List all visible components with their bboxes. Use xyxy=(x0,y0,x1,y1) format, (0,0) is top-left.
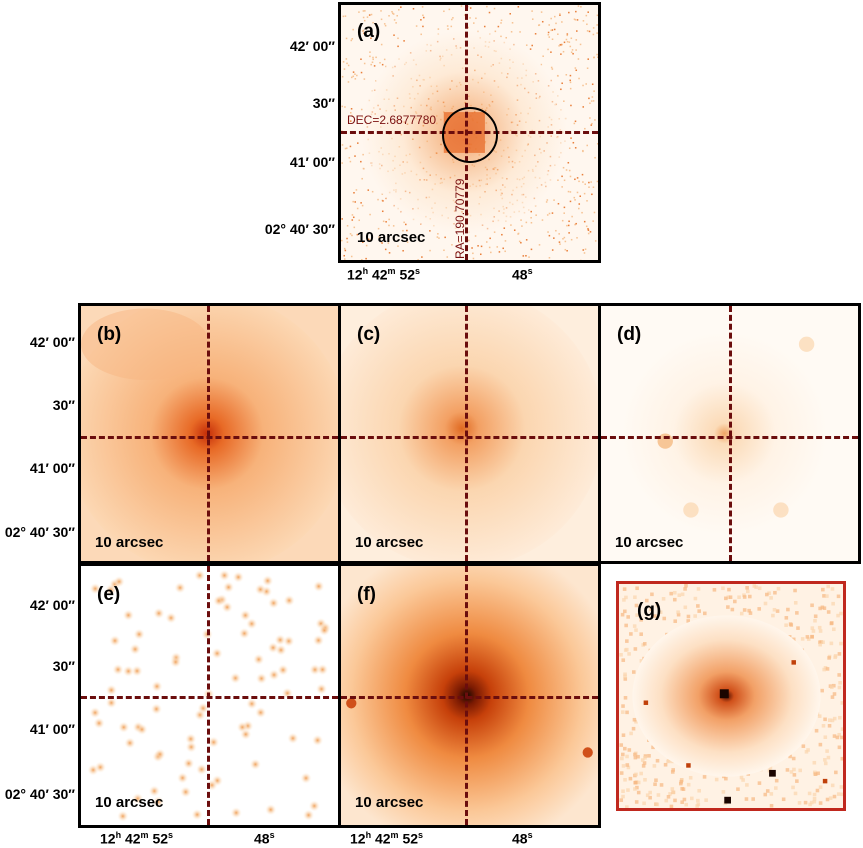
panel-d-crosshair-vertical xyxy=(729,306,732,561)
panel-f-scalebar-text: 10 arcsec xyxy=(355,794,424,811)
panel-e-crosshair-vertical xyxy=(207,566,210,825)
panel-c-crosshair-horizontal xyxy=(341,436,598,439)
panel-b: (b) 10 arcsec xyxy=(78,303,341,564)
b-ytick-2: 30″ xyxy=(52,397,75,413)
b-ytick-1: 42′ 00″ xyxy=(29,334,75,350)
f-xtick-left: 12h 42m 52s xyxy=(350,830,424,847)
panel-f-crosshair-vertical xyxy=(465,566,468,825)
panel-f-image xyxy=(341,566,598,825)
e-ytick-1: 42′ 00″ xyxy=(29,597,75,613)
e-ytick-3: 41′ 00″ xyxy=(29,721,75,737)
panel-c-scalebar-text: 10 arcsec xyxy=(355,534,424,551)
e-xtick-left: 12h 42m 52s xyxy=(100,830,174,847)
panel-f-crosshair-horizontal xyxy=(341,696,598,699)
panel-d: (d) 10 arcsec xyxy=(598,303,861,564)
e-ytick-2: 30″ xyxy=(52,658,75,674)
panel-e-scalebar: 10 arcsec xyxy=(95,794,163,811)
panel-a-scalebar-text: 10 arcsec xyxy=(357,229,426,246)
panel-e: (e) 10 arcsec xyxy=(78,563,341,828)
panel-a-aperture-circle xyxy=(442,107,498,163)
panel-c-scalebar: 10 arcsec xyxy=(355,534,423,551)
panel-b-scalebar: 10 arcsec xyxy=(95,534,163,551)
panel-g-label: (g) xyxy=(637,600,662,621)
a-xtick-left: 12h 42m 52s xyxy=(347,266,421,283)
panel-c-image xyxy=(341,306,598,561)
panel-f-label: (f) xyxy=(357,584,376,605)
panel-b-label: (b) xyxy=(97,324,122,345)
panel-d-scalebar: 10 arcsec xyxy=(615,534,683,551)
b-ytick-3: 41′ 00″ xyxy=(29,460,75,476)
panel-a-scalebar: 10 arcsec xyxy=(357,229,425,246)
panel-d-label: (d) xyxy=(617,324,642,345)
panel-g-image xyxy=(619,584,843,808)
e-ytick-4: 02° 40′ 30″ xyxy=(4,786,75,802)
a-xtick-right: 48s xyxy=(512,266,533,283)
panel-g: (g) xyxy=(616,581,846,811)
b-ytick-4: 02° 40′ 30″ xyxy=(4,524,75,540)
a-ytick-2: 30″ xyxy=(312,95,335,111)
panel-f-scalebar: 10 arcsec xyxy=(355,794,423,811)
panel-e-scalebar-text: 10 arcsec xyxy=(95,794,164,811)
panel-c: (c) 10 arcsec xyxy=(338,303,601,564)
a-ytick-3: 41′ 00″ xyxy=(289,154,335,170)
panel-a-dec-label: DEC=2.6877780 xyxy=(347,113,437,127)
panel-c-crosshair-vertical xyxy=(465,306,468,561)
a-ytick-4: 02° 40′ 30″ xyxy=(264,221,335,237)
panel-b-scalebar-text: 10 arcsec xyxy=(95,534,164,551)
panel-a: (a) DEC=2.6877780 RA=190.70779 10 arcsec xyxy=(338,2,601,263)
e-xtick-right: 48s xyxy=(254,830,275,847)
a-ytick-1: 42′ 00″ xyxy=(289,38,335,54)
panel-c-label: (c) xyxy=(357,324,381,345)
panel-f: (f) 10 arcsec xyxy=(338,563,601,828)
panel-a-label: (a) xyxy=(357,21,381,42)
panel-e-label: (e) xyxy=(97,584,121,605)
panel-a-ra-label: RA=190.70779 xyxy=(453,178,467,259)
panel-b-crosshair-vertical xyxy=(207,306,210,561)
panel-d-scalebar-text: 10 arcsec xyxy=(615,534,684,551)
f-xtick-right: 48s xyxy=(512,830,533,847)
